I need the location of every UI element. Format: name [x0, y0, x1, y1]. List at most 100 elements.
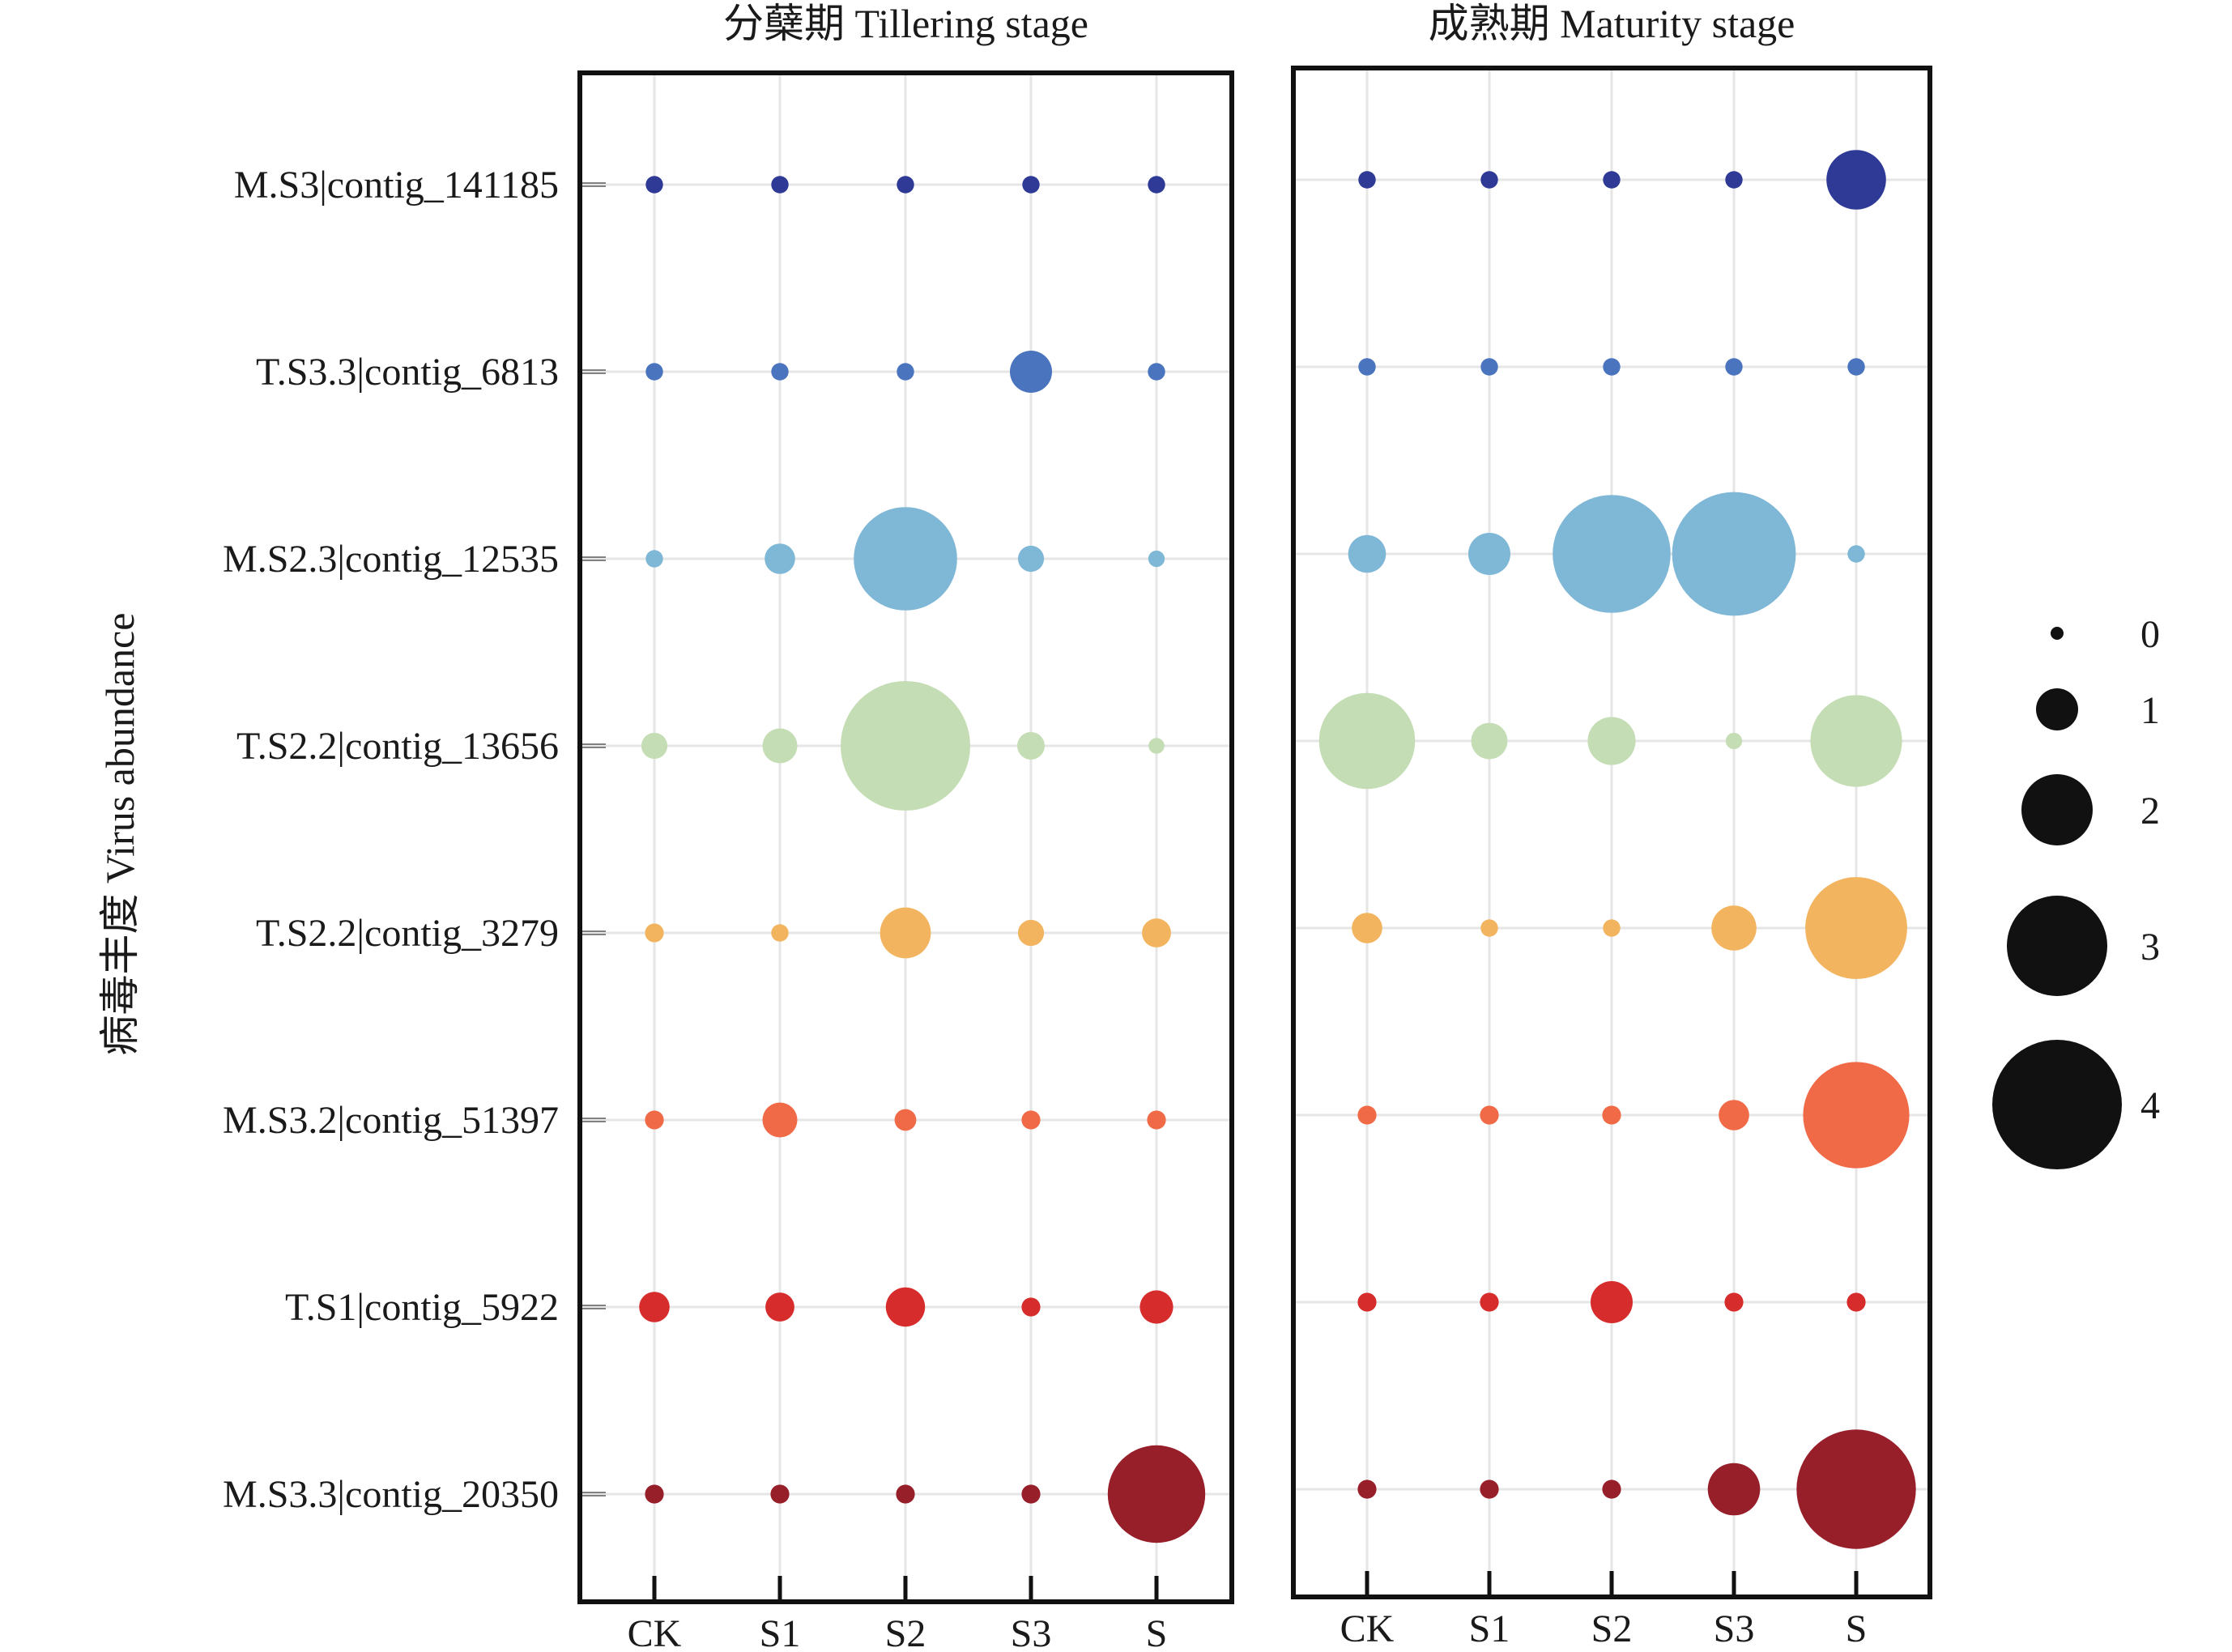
- bubble: [1471, 722, 1508, 760]
- bubble: [1017, 919, 1045, 947]
- legend-label: 1: [2140, 689, 2160, 732]
- row-label: M.S3.3|contig_20350: [223, 1473, 559, 1516]
- bubble: [1602, 1480, 1621, 1499]
- bubble: [1603, 358, 1621, 376]
- bubble: [1796, 1429, 1916, 1549]
- row-label: M.S2.3|contig_12535: [223, 538, 559, 581]
- panel-title: 分蘖期 Tillering stage: [723, 1, 1088, 46]
- bubble: [1672, 492, 1796, 616]
- panel-1: 分蘖期 Tillering stage CK S1 S2 S3 S: [577, 1, 1234, 1652]
- x-tick-label: S2: [1591, 1607, 1633, 1650]
- bubble: [1022, 176, 1040, 194]
- bubble: [1810, 695, 1902, 787]
- x-tick-label: CK: [1340, 1607, 1395, 1650]
- bubble: [1591, 1281, 1633, 1323]
- bubble: [1107, 1445, 1206, 1543]
- panel-2: 成熟期 Maturity stage CK S1 S2 S3 S: [1291, 1, 1932, 1650]
- bubble: [639, 1292, 670, 1322]
- row-label: M.S3.2|contig_51397: [223, 1099, 559, 1142]
- bubble: [1603, 919, 1621, 937]
- legend-label: 0: [2140, 613, 2160, 656]
- legend-bubble: [1992, 1040, 2122, 1169]
- x-tick-label: CK: [628, 1612, 682, 1652]
- bubble: [771, 924, 789, 942]
- bubble: [1480, 919, 1498, 937]
- bubble: [1847, 358, 1865, 376]
- bubble: [1021, 1110, 1041, 1130]
- bubble: [771, 363, 789, 381]
- row-label: T.S2.2|contig_13656: [236, 725, 559, 768]
- bubble: [645, 363, 663, 381]
- bubble: [645, 550, 663, 568]
- bubble: [896, 1484, 915, 1504]
- x-tick-label: S1: [760, 1612, 801, 1652]
- bubble: [1480, 171, 1498, 189]
- x-tick-label: S1: [1469, 1607, 1510, 1650]
- bubble: [854, 507, 957, 611]
- x-tick-label: S3: [1714, 1607, 1755, 1650]
- bubble: [1725, 171, 1743, 189]
- row-label: M.S3|contig_141185: [234, 164, 559, 206]
- legend-label: 3: [2140, 926, 2160, 969]
- bubble: [1587, 717, 1636, 765]
- bubble: [1724, 1292, 1744, 1312]
- y-axis-label: 病毒丰度 Virus abundance: [97, 613, 143, 1056]
- row-labels: M.S3|contig_141185 T.S3.3|contig_6813 M.S2…: [223, 164, 606, 1516]
- bubble: [762, 1102, 798, 1138]
- bubble: [885, 1287, 926, 1327]
- legend-bubble: [2007, 896, 2107, 996]
- bubble: [645, 1110, 664, 1130]
- bubble: [1358, 171, 1376, 189]
- bubble: [1480, 1292, 1499, 1312]
- legend-bubble: [2036, 688, 2078, 730]
- legend-bubble: [2051, 627, 2064, 640]
- bubble: [645, 176, 663, 194]
- bubble: [897, 363, 914, 381]
- bubble: [1148, 363, 1165, 381]
- bubble: [1357, 1105, 1377, 1125]
- bubble: [1010, 351, 1052, 393]
- bubble: [1017, 732, 1045, 760]
- bubble: [841, 681, 970, 811]
- bubble: [1707, 1463, 1761, 1516]
- bubble: [1148, 176, 1165, 194]
- bubble: [1142, 918, 1171, 947]
- bubble: [762, 728, 798, 764]
- bubble: [1021, 1297, 1041, 1317]
- bubble: [1805, 877, 1907, 979]
- panel-title: 成熟期 Maturity stage: [1429, 1, 1795, 46]
- x-tick-label: S: [1846, 1607, 1868, 1650]
- bubble: [1357, 1480, 1377, 1499]
- bubble: [894, 1109, 917, 1131]
- row-label: T.S2.2|contig_3279: [256, 912, 559, 955]
- bubble: [1480, 1105, 1499, 1125]
- bubble: [1148, 550, 1165, 568]
- x-tick-label: S2: [885, 1612, 926, 1652]
- legend-label: 4: [2140, 1084, 2160, 1127]
- bubble: [1021, 1484, 1041, 1504]
- bubble: [880, 907, 931, 959]
- bubble: [641, 732, 668, 760]
- bubble: [1725, 358, 1743, 376]
- bubble: [1318, 692, 1416, 790]
- bubble: [1553, 495, 1671, 613]
- bubble: [1711, 905, 1757, 951]
- bubble: [771, 176, 789, 194]
- size-legend: 0 1 2 3 4: [1992, 613, 2160, 1169]
- bubble: [1480, 1480, 1499, 1499]
- bubble: [770, 1484, 790, 1504]
- row-label: T.S3.3|contig_6813: [256, 351, 559, 394]
- bubble: [1826, 150, 1886, 210]
- x-tick-label: S3: [1011, 1612, 1052, 1652]
- legend-label: 2: [2140, 790, 2160, 832]
- bubble: [1148, 738, 1165, 754]
- bubble: [765, 1292, 794, 1322]
- row-label: T.S1|contig_5922: [285, 1286, 559, 1329]
- bubble: [1357, 1292, 1377, 1312]
- bubble: [1147, 1110, 1166, 1130]
- bubble: [897, 176, 914, 194]
- bubble: [1603, 171, 1621, 189]
- bubble: [645, 1484, 664, 1504]
